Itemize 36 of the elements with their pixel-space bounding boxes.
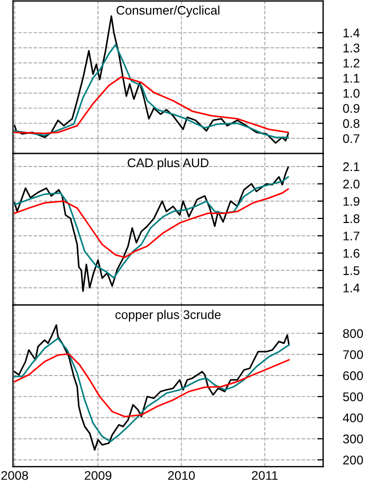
y-tick-label: 1.9 (344, 196, 360, 206)
y-tick-label: 1.6 (344, 248, 360, 258)
line-series (14, 176, 289, 279)
line-series (14, 338, 290, 442)
y-tick-label: 1.2 (344, 58, 360, 68)
y-tick-label: 1.8 (344, 214, 360, 224)
y-tick-label: 800 (343, 329, 363, 338)
y-tick-label: 600 (343, 371, 363, 380)
x-tick-label: 2011 (252, 471, 278, 480)
y-tick-label: 0.9 (343, 104, 360, 113)
chart-title: CAD plus AUD (128, 158, 208, 170)
line-series (14, 76, 289, 134)
y-tick-label: 300 (343, 434, 363, 444)
y-tick-label: 400 (342, 413, 363, 422)
y-tick-label: 700 (343, 350, 363, 360)
x-tick-label: 2009 (84, 471, 112, 480)
y-tick-label: 500 (343, 392, 363, 402)
y-tick-label: 1.4 (344, 284, 360, 292)
y-tick-label: 200 (343, 456, 363, 464)
line-series (14, 188, 289, 258)
line-series (14, 353, 290, 418)
y-tick-label: 1.0 (344, 88, 360, 98)
y-tick-label: 0.7 (343, 134, 360, 144)
y-tick-label: 2.1 (343, 162, 360, 172)
y-tick-label: 1.1 (344, 74, 360, 83)
y-tick-label: 1.4 (344, 28, 360, 38)
x-tick-label: 2010 (168, 471, 195, 480)
line-series (14, 44, 289, 138)
y-tick-label: 0.8 (343, 119, 360, 128)
y-tick-label: 1.5 (344, 266, 360, 276)
chart-title: copper plus 3crude (115, 310, 221, 322)
y-tick-label: 1.3 (344, 44, 360, 52)
x-tick-label: 2008 (1, 471, 28, 480)
y-tick-label: 1.7 (344, 232, 360, 240)
y-tick-label: 2.0 (343, 180, 360, 188)
chart-title: Consumer/Cyclical (116, 6, 220, 18)
